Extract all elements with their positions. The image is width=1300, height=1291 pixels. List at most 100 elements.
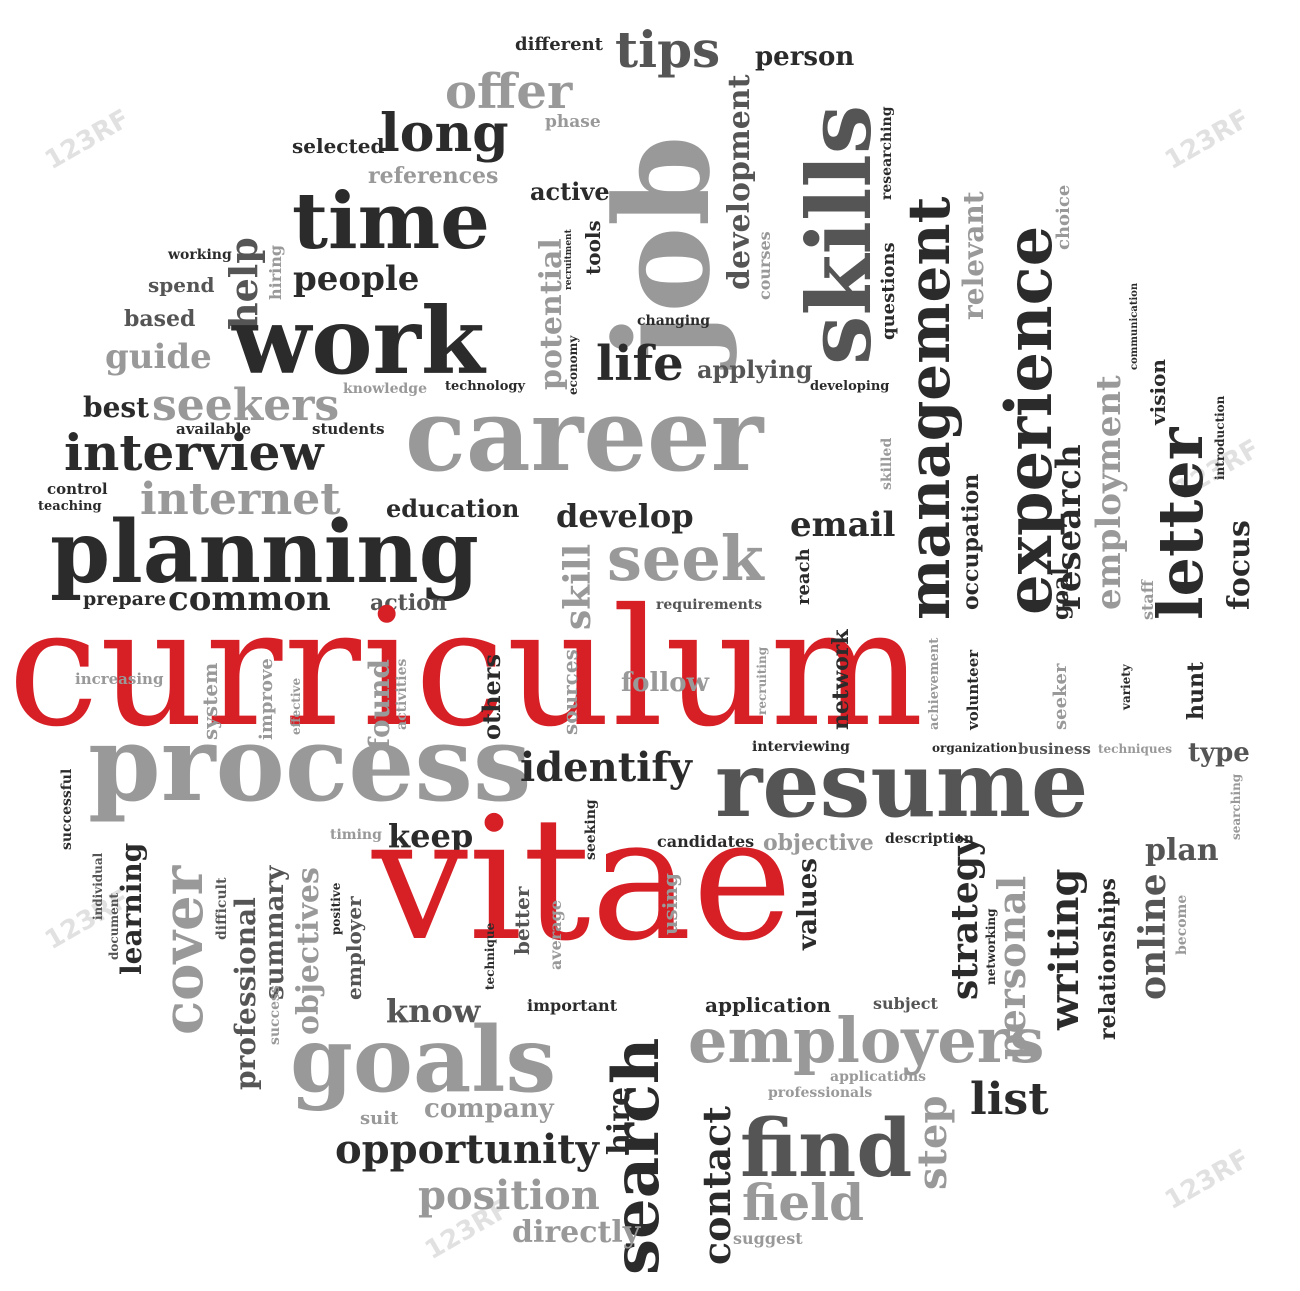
- word-developing: developing: [810, 379, 890, 394]
- word-common: common: [168, 579, 331, 619]
- word-action: action: [370, 590, 447, 616]
- word-achievement: achievement: [927, 637, 942, 730]
- word-communication: communication: [1129, 282, 1140, 370]
- word-skills: skills: [787, 104, 891, 365]
- word-suit: suit: [360, 1108, 399, 1129]
- word-development: development: [722, 74, 757, 290]
- word-average: average: [546, 899, 565, 970]
- word-life: life: [596, 336, 684, 392]
- word-interviewing: interviewing: [752, 739, 850, 755]
- word-opportunity: opportunity: [335, 1126, 599, 1173]
- word-type: type: [1188, 738, 1250, 768]
- word-different: different: [515, 34, 603, 55]
- word-field: field: [742, 1173, 865, 1232]
- word-knowledge: knowledge: [343, 381, 427, 397]
- word-curriculum: curriculum: [8, 575, 925, 763]
- word-seeker: seeker: [1050, 663, 1071, 730]
- word-introduction: introduction: [1213, 395, 1227, 480]
- word-people: people: [293, 259, 420, 299]
- word-recruitment: recruitment: [564, 229, 574, 290]
- word-learning: learning: [115, 842, 148, 975]
- word-active: active: [530, 177, 610, 206]
- word-applying: applying: [697, 355, 813, 384]
- word-technique: technique: [483, 922, 497, 990]
- word-skilled: skilled: [879, 437, 895, 490]
- word-hunt: hunt: [1183, 661, 1209, 720]
- word-online: online: [1132, 873, 1174, 1000]
- word-techniques: techniques: [1098, 742, 1172, 756]
- word-choice: choice: [1053, 184, 1074, 250]
- word-vision: vision: [1146, 359, 1170, 425]
- word-contact: contact: [694, 1106, 739, 1265]
- word-suggest: suggest: [733, 1229, 803, 1248]
- word-courses: courses: [755, 231, 774, 300]
- word-goals: goals: [290, 1007, 557, 1113]
- word-application: application: [705, 993, 831, 1017]
- word-strategy: strategy: [944, 835, 986, 1000]
- word-business: business: [1018, 740, 1091, 758]
- word-become: become: [1174, 894, 1190, 955]
- word-timing: timing: [330, 827, 382, 843]
- word-resume: resume: [715, 732, 1089, 838]
- word-best: best: [83, 391, 150, 424]
- word-changing: changing: [637, 313, 711, 329]
- word-employers: employers: [688, 1004, 1045, 1077]
- word-long: long: [380, 103, 509, 164]
- word-students: students: [312, 420, 385, 438]
- word-letter: letter: [1144, 427, 1217, 620]
- word-goal: goal: [1048, 567, 1074, 620]
- word-researching: researching: [879, 106, 895, 200]
- word-interview: interview: [64, 423, 324, 482]
- word-references: references: [368, 163, 499, 189]
- word-individual: individual: [91, 852, 105, 920]
- word-using: using: [658, 873, 682, 935]
- word-searching: searching: [1229, 773, 1243, 840]
- word-find: find: [740, 1101, 913, 1195]
- word-spend: spend: [148, 273, 215, 297]
- word-recruiting: recruiting: [755, 646, 769, 715]
- word-company: company: [424, 1094, 554, 1124]
- word-relationships: relationships: [1095, 878, 1121, 1040]
- word-keep: keep: [388, 817, 474, 855]
- word-tools: tools: [581, 220, 605, 275]
- word-difficult: difficult: [214, 877, 230, 940]
- word-directly: directly: [512, 1215, 641, 1250]
- word-selected: selected: [292, 134, 385, 158]
- word-career: career: [405, 376, 764, 494]
- word-work: work: [232, 287, 485, 395]
- word-step: step: [909, 1095, 956, 1190]
- word-successful: successful: [59, 768, 75, 850]
- word-network: network: [828, 629, 854, 730]
- word-requirements: requirements: [656, 597, 763, 613]
- word-employment: employment: [1089, 375, 1129, 610]
- word-prepare: prepare: [83, 588, 167, 610]
- word-increasing: increasing: [75, 670, 164, 688]
- word-employer: employer: [342, 896, 366, 1000]
- word-phase: phase: [545, 112, 601, 132]
- word-seekers: seekers: [152, 380, 340, 431]
- word-email: email: [790, 505, 896, 545]
- watermark-logo: 123RF: [1160, 1143, 1255, 1216]
- word-staff: staff: [1138, 580, 1157, 620]
- word-working: working: [168, 247, 232, 263]
- word-subject: subject: [873, 994, 938, 1013]
- word-organization: organization: [932, 741, 1018, 755]
- word-hire: hire: [602, 1086, 637, 1155]
- word-values: values: [793, 858, 823, 950]
- word-summary: summary: [260, 865, 290, 1000]
- word-important: important: [527, 996, 618, 1015]
- word-based: based: [124, 306, 196, 332]
- watermark-logo: 123RF: [1160, 103, 1255, 176]
- word-offer: offer: [445, 64, 573, 120]
- word-professional: professional: [229, 897, 262, 1090]
- word-position: position: [418, 1172, 600, 1219]
- word-control: control: [47, 480, 108, 498]
- word-relevant: relevant: [957, 191, 990, 320]
- watermark-logo: 123RF: [40, 103, 135, 176]
- word-sources: sources: [558, 649, 582, 735]
- word-volunteer: volunteer: [964, 649, 982, 730]
- word-available: available: [176, 420, 251, 438]
- word-variety: variety: [1119, 664, 1133, 710]
- word-applications: applications: [830, 1069, 927, 1085]
